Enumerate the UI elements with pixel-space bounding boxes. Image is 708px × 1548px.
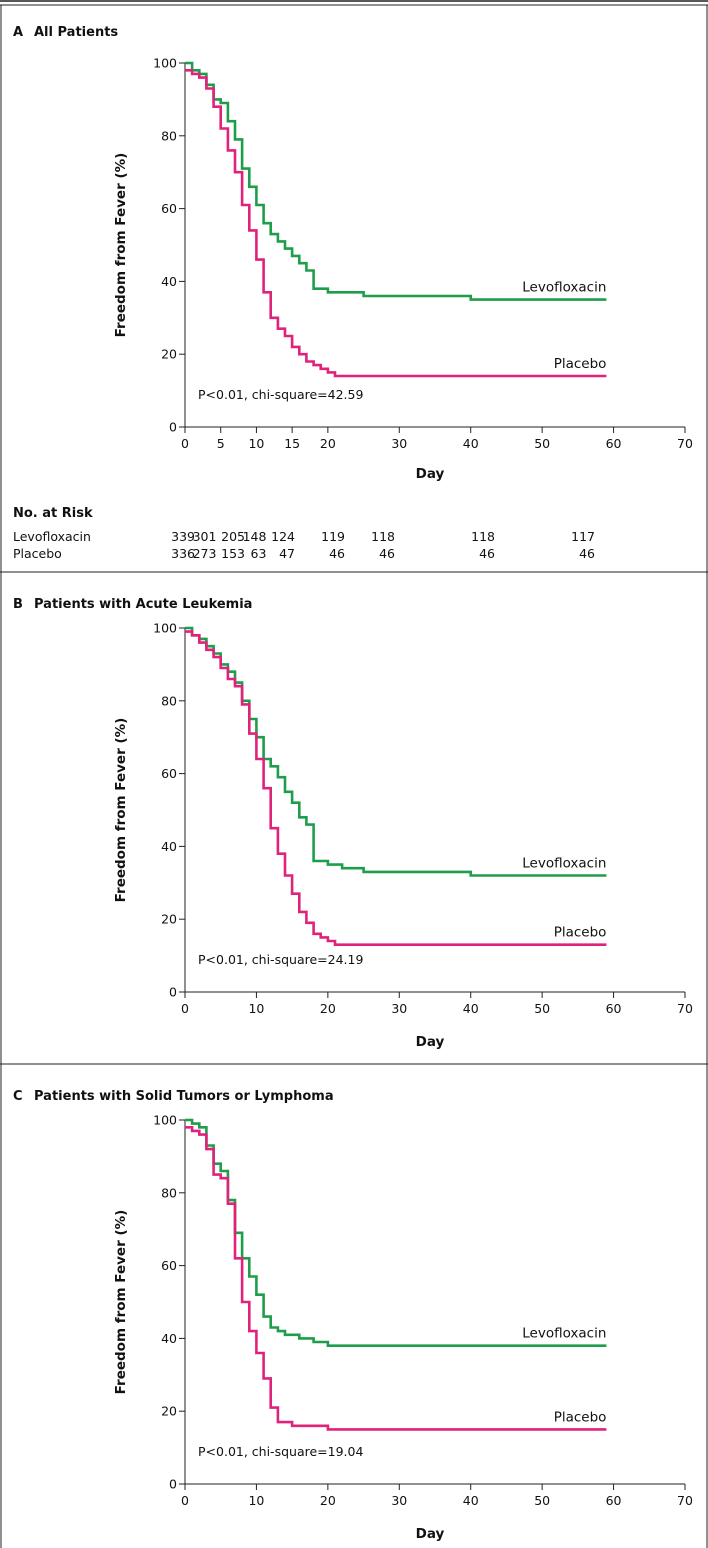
panel-letter: C xyxy=(13,1089,23,1104)
x-tick-label: 40 xyxy=(463,1001,479,1016)
series-label-levofloxacin: Levofloxacin xyxy=(522,280,606,296)
y-tick-label: 0 xyxy=(169,420,177,435)
x-tick-label: 5 xyxy=(217,436,225,451)
x-tick-label: 15 xyxy=(284,436,300,451)
panel-letter: B xyxy=(13,597,23,612)
y-tick-label: 80 xyxy=(161,128,177,143)
y-tick-label: 0 xyxy=(169,1477,177,1492)
risk-value: 46 xyxy=(329,546,345,561)
risk-value: 336 xyxy=(171,546,195,561)
x-tick-label: 10 xyxy=(248,1493,264,1508)
y-tick-label: 100 xyxy=(153,56,177,71)
series-line-levofloxacin xyxy=(185,1118,607,1347)
risk-value: 47 xyxy=(279,546,295,561)
risk-value: 153 xyxy=(221,546,245,561)
risk-row-label: Levofloxacin xyxy=(13,529,91,544)
y-tick-label: 20 xyxy=(161,912,177,927)
y-axis-label: Freedom from Fever (%) xyxy=(113,153,129,338)
series-line-placebo xyxy=(185,69,607,378)
x-tick-label: 50 xyxy=(534,436,550,451)
x-tick-label: 0 xyxy=(181,436,189,451)
panel-title: All Patients xyxy=(34,25,118,40)
series-label-placebo: Placebo xyxy=(554,925,607,941)
x-tick-label: 60 xyxy=(606,436,622,451)
x-tick-label: 10 xyxy=(248,1001,264,1016)
x-tick-label: 20 xyxy=(320,436,336,451)
series-label-levofloxacin: Levofloxacin xyxy=(522,856,606,872)
x-tick-label: 50 xyxy=(534,1493,550,1508)
x-tick-label: 60 xyxy=(606,1001,622,1016)
x-axis-label: Day xyxy=(416,1526,445,1542)
y-tick-label: 80 xyxy=(161,1185,177,1200)
risk-value: 117 xyxy=(571,529,595,544)
series-label-levofloxacin: Levofloxacin xyxy=(522,1326,606,1342)
risk-value: 46 xyxy=(479,546,495,561)
x-axis-label: Day xyxy=(416,466,445,482)
y-tick-label: 80 xyxy=(161,693,177,708)
series-line-levofloxacin xyxy=(185,626,607,877)
panel-title: Patients with Acute Leukemia xyxy=(34,597,252,612)
panel-c: C Patients with Solid Tumors or Lymphoma 0… xyxy=(13,1089,693,1542)
series-line-placebo xyxy=(185,630,607,946)
risk-value: 124 xyxy=(271,529,295,544)
series-label-placebo: Placebo xyxy=(554,1409,607,1425)
x-tick-label: 70 xyxy=(677,1001,693,1016)
y-tick-label: 40 xyxy=(161,274,177,289)
y-tick-label: 60 xyxy=(161,766,177,781)
risk-value: 148 xyxy=(243,529,267,544)
y-tick-label: 40 xyxy=(161,839,177,854)
stat-annotation: P<0.01, chi-square=19.04 xyxy=(198,1444,363,1459)
x-tick-label: 50 xyxy=(534,1001,550,1016)
panel-a: A All Patients 0 20 40 60 80 100 0 5 10 15 20 30 40 50 6… xyxy=(13,25,693,561)
series-line-levofloxacin xyxy=(185,61,607,301)
x-tick-label: 40 xyxy=(463,1493,479,1508)
series-label-placebo: Placebo xyxy=(554,356,607,372)
risk-value: 118 xyxy=(471,529,495,544)
x-tick-label: 70 xyxy=(677,436,693,451)
x-tick-label: 10 xyxy=(248,436,264,451)
panel-letter: A xyxy=(13,25,23,40)
y-tick-label: 40 xyxy=(161,1331,177,1346)
risk-value: 46 xyxy=(579,546,595,561)
risk-value: 205 xyxy=(221,529,245,544)
x-tick-label: 0 xyxy=(181,1001,189,1016)
risk-value: 119 xyxy=(321,529,345,544)
x-tick-label: 20 xyxy=(320,1493,336,1508)
risk-value: 63 xyxy=(251,546,267,561)
x-axis-label: Day xyxy=(416,1034,445,1050)
y-tick-label: 60 xyxy=(161,201,177,216)
risk-value: 339 xyxy=(171,529,195,544)
x-tick-label: 40 xyxy=(463,436,479,451)
risk-table-header: No. at Risk xyxy=(13,506,93,521)
x-tick-label: 30 xyxy=(391,1493,407,1508)
series-line-placebo xyxy=(185,1126,607,1431)
stat-annotation: P<0.01, chi-square=24.19 xyxy=(198,952,363,967)
x-tick-label: 30 xyxy=(391,436,407,451)
y-tick-label: 100 xyxy=(153,1113,177,1128)
y-tick-label: 20 xyxy=(161,347,177,362)
x-tick-label: 70 xyxy=(677,1493,693,1508)
stat-annotation: P<0.01, chi-square=42.59 xyxy=(198,387,363,402)
risk-row-label: Placebo xyxy=(13,546,62,561)
risk-value: 301 xyxy=(193,529,217,544)
y-tick-label: 0 xyxy=(169,985,177,1000)
x-tick-label: 30 xyxy=(391,1001,407,1016)
risk-value: 46 xyxy=(379,546,395,561)
y-tick-label: 60 xyxy=(161,1258,177,1273)
y-axis-label: Freedom from Fever (%) xyxy=(113,718,129,903)
y-tick-label: 20 xyxy=(161,1404,177,1419)
panel-b: B Patients with Acute Leukemia 0 20 40 60 80 10… xyxy=(13,597,693,1050)
panel-title: Patients with Solid Tumors or Lymphoma xyxy=(34,1089,334,1104)
risk-value: 273 xyxy=(193,546,217,561)
y-tick-label: 100 xyxy=(153,621,177,636)
risk-value: 118 xyxy=(371,529,395,544)
x-tick-label: 0 xyxy=(181,1493,189,1508)
x-tick-label: 60 xyxy=(606,1493,622,1508)
y-axis-label: Freedom from Fever (%) xyxy=(113,1210,129,1395)
x-tick-label: 20 xyxy=(320,1001,336,1016)
